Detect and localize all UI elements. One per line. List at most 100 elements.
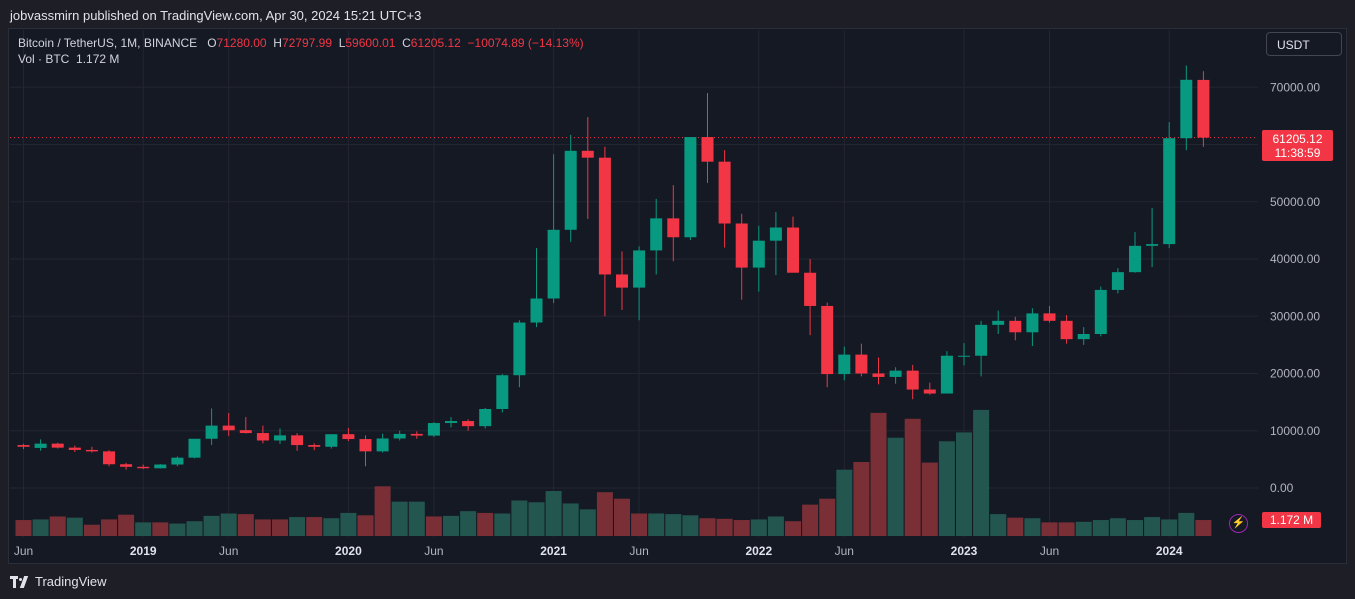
bar-countdown: 11:38:59 xyxy=(1274,146,1321,160)
time-tick-label: 2023 xyxy=(951,544,978,558)
volume-bar xyxy=(118,514,135,536)
candle-body xyxy=(103,451,115,465)
time-axis[interactable]: Jun 2019 Jun 2020 Jun 2021 Jun 2022 Jun 2023 Jun 20… xyxy=(14,544,1183,558)
volume-bar xyxy=(1178,512,1195,536)
candle-body xyxy=(171,457,184,465)
candle-body xyxy=(1111,272,1124,290)
candle-body xyxy=(530,298,543,323)
price-axis[interactable]: 70000.00 50000.00 40000.00 30000.00 20000.00… xyxy=(1270,80,1320,495)
low-label: L xyxy=(338,36,346,50)
open-label: O xyxy=(207,36,217,50)
candle-body xyxy=(462,421,475,427)
candle-body xyxy=(154,464,167,469)
candle-body xyxy=(513,322,526,376)
candle-body xyxy=(1060,320,1073,340)
volume-bar xyxy=(443,515,459,536)
candle-body xyxy=(1146,244,1159,246)
chart-frame[interactable] xyxy=(8,28,1347,564)
candle-body xyxy=(821,305,834,375)
volume-bar xyxy=(956,432,972,536)
candle-body xyxy=(701,137,714,162)
candle-body xyxy=(51,443,64,448)
candle-body xyxy=(1180,79,1193,139)
volume-bar xyxy=(1109,518,1126,536)
volume-bar xyxy=(870,412,887,536)
volume-bar xyxy=(220,513,237,536)
candle-body xyxy=(85,449,98,452)
candle-body xyxy=(427,423,440,436)
volume-bars xyxy=(15,409,1212,536)
candle-body xyxy=(1026,313,1039,333)
high-value: 72797.99 xyxy=(281,36,333,50)
volume-bar xyxy=(460,511,477,536)
candle-body xyxy=(222,425,235,431)
candle-body xyxy=(1129,245,1141,273)
volume-bar xyxy=(66,517,83,536)
volume-bar xyxy=(545,491,562,536)
volume-bar xyxy=(973,409,990,536)
volume-bar xyxy=(596,492,613,536)
candle-body xyxy=(120,464,133,467)
volume-bar xyxy=(904,418,921,536)
time-tick-label: 2019 xyxy=(130,544,157,558)
last-price-value: 61205.12 xyxy=(1272,132,1323,146)
volume-bar xyxy=(186,521,203,536)
footer-brand[interactable]: TradingView xyxy=(10,574,107,589)
candle-body xyxy=(598,157,611,275)
volume-bar xyxy=(1024,518,1041,536)
time-tick-label: 2024 xyxy=(1156,544,1183,558)
volume-bar xyxy=(938,441,955,536)
candle-body xyxy=(975,324,988,356)
close-label: C xyxy=(402,36,411,50)
volume-bar xyxy=(425,516,442,536)
candle-body xyxy=(1197,79,1210,138)
price-tick-label: 0.00 xyxy=(1270,481,1294,495)
open-value: 71280.00 xyxy=(216,36,267,50)
volume-bar xyxy=(767,516,784,536)
candle-body xyxy=(325,434,338,447)
time-tick-label: Jun xyxy=(1040,544,1059,558)
volume-bar xyxy=(528,502,545,536)
candle-body xyxy=(1043,313,1056,321)
volume-bar xyxy=(699,518,716,536)
volume-bar xyxy=(477,512,494,536)
volume-bar xyxy=(921,462,938,536)
volume-bar xyxy=(169,523,186,536)
symbol-legend[interactable]: Bitcoin / TetherUS, 1M, BINANCE O71280.0… xyxy=(18,35,584,52)
volume-bar xyxy=(237,514,254,536)
currency-button[interactable]: USDT xyxy=(1266,32,1342,56)
volume-bar xyxy=(323,518,340,536)
lightning-icon[interactable]: ⚡ xyxy=(1229,514,1248,533)
volume-tag: 1.172 M xyxy=(1262,512,1321,528)
candle-body xyxy=(376,438,389,452)
candle-body xyxy=(889,370,902,377)
volume-bar xyxy=(750,519,767,536)
candle-body xyxy=(137,466,150,469)
candle-body xyxy=(633,250,646,288)
time-tick-label: Jun xyxy=(835,544,854,558)
candle-body xyxy=(650,218,663,251)
volume-bar xyxy=(1195,520,1212,536)
volume-bar xyxy=(785,521,801,536)
candle-body xyxy=(1094,289,1107,334)
candle-body xyxy=(291,435,304,446)
volume-bar xyxy=(733,520,750,536)
volume-bar xyxy=(340,512,357,536)
candle-body xyxy=(769,227,782,241)
candle-body xyxy=(838,354,851,375)
volume-bar xyxy=(408,501,425,536)
candle-body xyxy=(359,439,372,452)
candle-body xyxy=(667,218,680,238)
symbol-name[interactable]: Bitcoin / TetherUS, 1M, BINANCE xyxy=(18,36,198,50)
time-tick-label: Jun xyxy=(424,544,443,558)
volume-legend[interactable]: Vol · BTC 1.172 M xyxy=(18,52,119,66)
volume-bar xyxy=(853,462,870,536)
publisher-note: jobvassmirn published on TradingView.com… xyxy=(10,8,422,23)
candle-body xyxy=(752,240,765,268)
volume-bar xyxy=(49,516,66,536)
candle-body xyxy=(923,389,936,394)
volume-bar xyxy=(32,519,49,536)
volume-bar xyxy=(15,520,32,536)
candle-body xyxy=(479,408,492,427)
